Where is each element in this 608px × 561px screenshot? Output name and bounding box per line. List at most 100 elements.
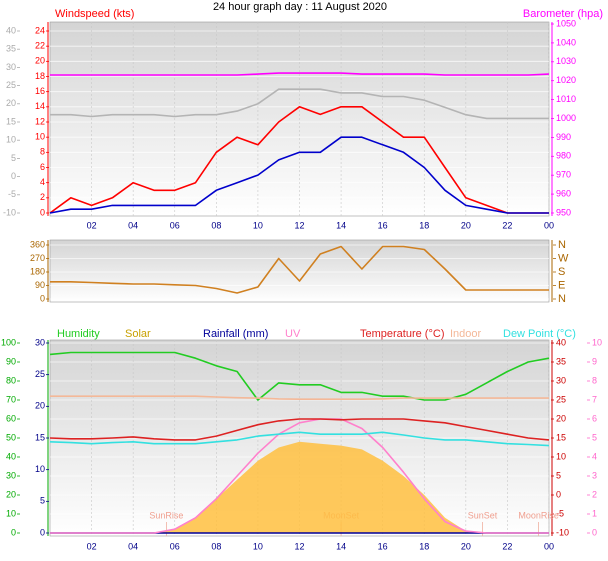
y2-tick-label: 1020 bbox=[556, 75, 576, 85]
y2-tick-label: W bbox=[558, 252, 569, 264]
y3-tick-label: 40 bbox=[6, 25, 16, 35]
y-tick-label: 70 bbox=[6, 394, 16, 404]
y4-tick-label: 8 bbox=[592, 375, 597, 385]
y-tick-label: 10 bbox=[35, 132, 45, 142]
x-tick-label: 18 bbox=[419, 541, 429, 551]
series-line bbox=[49, 106, 549, 214]
series-line bbox=[50, 245, 549, 294]
series-line bbox=[50, 72, 550, 76]
y-tick-label: 30 bbox=[6, 470, 16, 480]
y3-tick-label: 25 bbox=[6, 80, 16, 90]
y-tick-label: 4 bbox=[40, 177, 45, 187]
y-tick-label: 2 bbox=[40, 192, 45, 202]
series-line bbox=[50, 88, 549, 120]
x-tick-label: 12 bbox=[294, 541, 304, 551]
y4-tick-label: 3 bbox=[592, 470, 597, 480]
y2-tick-label: 970 bbox=[556, 170, 571, 180]
y2-tick-label: N bbox=[558, 293, 566, 305]
y-tick-label: 90 bbox=[35, 280, 45, 290]
x-tick-label: 20 bbox=[461, 220, 471, 230]
y4-tick-label: 1 bbox=[592, 508, 597, 518]
y4-tick-label: 4 bbox=[592, 451, 597, 461]
x-tick-label: 22 bbox=[502, 541, 512, 551]
x-tick-label: 12 bbox=[294, 220, 304, 230]
y2-tick-label: 10 bbox=[556, 451, 566, 461]
y-tick-label: 0 bbox=[40, 207, 45, 217]
y4-tick-label: 6 bbox=[592, 413, 597, 423]
legend-entry: Humidity bbox=[57, 328, 100, 340]
y3-tick-label: 10 bbox=[6, 135, 16, 145]
legend-entry: Dew Point (°C) bbox=[503, 328, 576, 340]
y3-tick-label: 20 bbox=[6, 98, 16, 108]
x-tick-label: 02 bbox=[87, 220, 97, 230]
y2-tick-label: E bbox=[558, 279, 565, 291]
y-tick-label: 80 bbox=[6, 375, 16, 385]
x-tick-label: 16 bbox=[378, 541, 388, 551]
y-tick-label: 6 bbox=[40, 162, 45, 172]
y-tick-label: 10 bbox=[6, 508, 16, 518]
y2-tick-label: S bbox=[558, 266, 565, 278]
y4-tick-label: 7 bbox=[592, 394, 597, 404]
series-area bbox=[50, 441, 549, 533]
x-tick-label: 00 bbox=[544, 541, 554, 551]
y2-tick-label: -10 bbox=[556, 527, 569, 537]
y3-tick-label: -10 bbox=[3, 207, 16, 217]
legend-entry: Indoor bbox=[450, 328, 482, 340]
y-tick-label: 40 bbox=[6, 451, 16, 461]
y2-tick-label: 1040 bbox=[556, 37, 576, 47]
annotation: SunSet bbox=[468, 510, 498, 520]
y2-tick-label: 30 bbox=[556, 375, 566, 385]
y2-tick-label: 1050 bbox=[556, 18, 576, 28]
chart-title: 24 hour graph day : 11 August 2020 bbox=[213, 1, 387, 13]
annotation: MoonRise bbox=[518, 510, 559, 520]
legend-entry: Windspeed (kts) bbox=[55, 8, 134, 20]
y-tick-label: 24 bbox=[35, 25, 45, 35]
y3-tick-label: 0 bbox=[11, 171, 16, 181]
legend-entry: Barometer (hpa) bbox=[523, 8, 603, 20]
y2-tick-label: -5 bbox=[556, 508, 564, 518]
y3-tick-label: 5 bbox=[40, 496, 45, 506]
y2-tick-label: 40 bbox=[556, 337, 566, 347]
legend-entry: Solar bbox=[125, 328, 151, 340]
y-tick-label: 0 bbox=[11, 527, 16, 537]
x-tick-label: 20 bbox=[461, 541, 471, 551]
y2-tick-label: 1000 bbox=[556, 113, 576, 123]
x-tick-label: 04 bbox=[128, 541, 138, 551]
series-line bbox=[49, 136, 549, 214]
y2-tick-label: 0 bbox=[556, 489, 561, 499]
y2-tick-label: 1010 bbox=[556, 94, 576, 104]
y4-tick-label: 2 bbox=[592, 489, 597, 499]
y-tick-label: 360 bbox=[30, 239, 45, 249]
y3-tick-label: 15 bbox=[6, 116, 16, 126]
x-tick-label: 22 bbox=[502, 220, 512, 230]
x-tick-label: 04 bbox=[128, 220, 138, 230]
y-tick-label: 270 bbox=[30, 253, 45, 263]
y2-tick-label: 5 bbox=[556, 470, 561, 480]
y3-tick-label: 30 bbox=[35, 337, 45, 347]
x-tick-label: 06 bbox=[170, 220, 180, 230]
series-line bbox=[50, 395, 549, 400]
series-line bbox=[50, 418, 549, 534]
y-tick-label: 16 bbox=[35, 86, 45, 96]
y4-tick-label: 9 bbox=[592, 356, 597, 366]
y2-tick-label: 960 bbox=[556, 188, 571, 198]
y4-tick-label: 10 bbox=[592, 337, 602, 347]
y-tick-label: 0 bbox=[40, 293, 45, 303]
x-tick-label: 18 bbox=[419, 220, 429, 230]
y2-tick-label: 950 bbox=[556, 207, 571, 217]
series-line bbox=[49, 431, 550, 447]
series-line bbox=[49, 351, 550, 401]
y3-tick-label: 10 bbox=[35, 464, 45, 474]
annotation: SunRise bbox=[149, 510, 183, 520]
x-tick-label: 10 bbox=[253, 541, 263, 551]
plot-background bbox=[49, 239, 550, 303]
y2-tick-label: 1030 bbox=[556, 56, 576, 66]
y-tick-label: 18 bbox=[35, 71, 45, 81]
y-tick-label: 12 bbox=[35, 116, 45, 126]
x-tick-label: 16 bbox=[378, 220, 388, 230]
x-tick-label: 14 bbox=[336, 541, 346, 551]
y-tick-label: 20 bbox=[6, 489, 16, 499]
x-tick-label: 10 bbox=[253, 220, 263, 230]
x-tick-label: 08 bbox=[211, 541, 221, 551]
y3-tick-label: 25 bbox=[35, 369, 45, 379]
